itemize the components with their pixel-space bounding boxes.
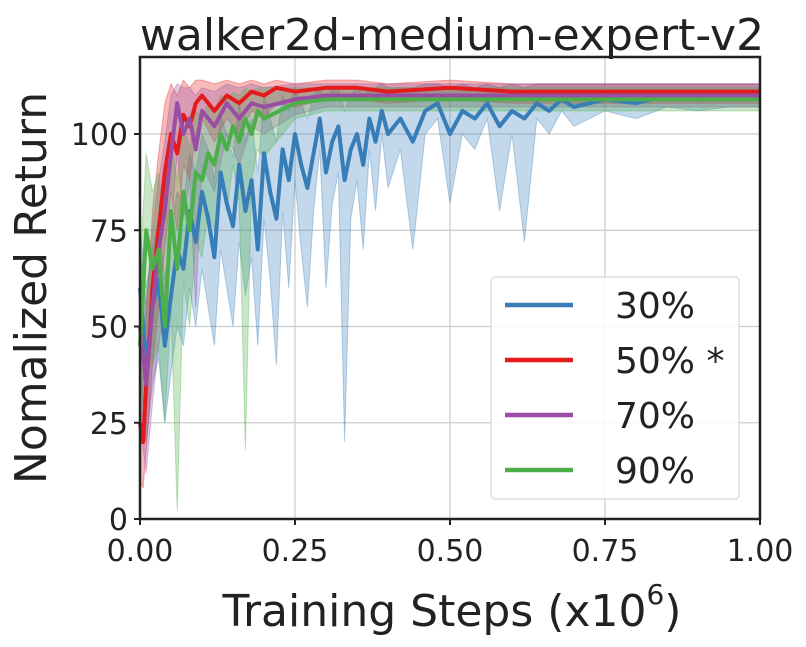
legend-label-1: 30% bbox=[615, 286, 695, 327]
x-tick-label: 0.50 bbox=[417, 534, 484, 569]
x-axis-label-close: ) bbox=[664, 586, 681, 637]
legend-label-2: 50% * bbox=[615, 341, 724, 382]
legend-box bbox=[490, 276, 740, 500]
y-tick-label: 25 bbox=[90, 407, 128, 442]
y-tick-label: 0 bbox=[109, 503, 128, 538]
y-tick-label: 75 bbox=[90, 214, 128, 249]
y-tick-label: 50 bbox=[90, 311, 128, 346]
legend-label-4: 90% bbox=[615, 451, 695, 492]
x-tick-label: 1.00 bbox=[727, 534, 794, 569]
chart-title: walker2d-medium-expert-v2 bbox=[140, 10, 764, 61]
legend-label-3: 70% bbox=[615, 396, 695, 437]
y-axis-label: Nomalized Return bbox=[6, 92, 57, 484]
series-lines bbox=[138, 85, 760, 444]
y-tick-label: 100 bbox=[71, 118, 128, 153]
line-series-1 bbox=[138, 93, 760, 367]
x-axis-label-main: Training Steps (x10 bbox=[222, 586, 647, 637]
x-tick-label: 0.00 bbox=[107, 534, 174, 569]
x-tick-label: 0.75 bbox=[572, 534, 639, 569]
legend: 30% 50% * 70% 90% bbox=[490, 276, 740, 500]
x-axis-ticks: 0.00 0.25 0.50 0.75 1.00 bbox=[107, 519, 794, 569]
y-axis-ticks: 0 25 50 75 100 bbox=[71, 118, 140, 538]
line-series-4 bbox=[138, 97, 760, 346]
line-series-3 bbox=[138, 93, 760, 387]
x-axis-label: Training Steps (x106) bbox=[222, 578, 682, 637]
x-axis-label-exponent: 6 bbox=[646, 578, 664, 611]
x-tick-label: 0.25 bbox=[262, 534, 329, 569]
